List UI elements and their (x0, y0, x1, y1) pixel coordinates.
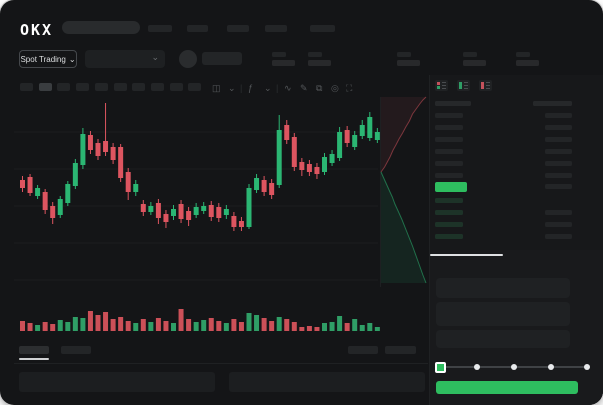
nav-item-placeholder[interactable] (148, 25, 172, 32)
orders-table-placeholder (229, 372, 425, 392)
ask-row-price-placeholder[interactable] (435, 173, 463, 178)
bottom-divider (14, 363, 428, 364)
timeframe-button[interactable] (20, 83, 33, 91)
ticker-stat-label-placeholder (397, 52, 411, 57)
order-input-field[interactable] (436, 330, 570, 348)
timeframe-button[interactable] (38, 83, 52, 91)
chevron-down-icon[interactable]: ⌄ (264, 83, 272, 93)
last-price-amount-placeholder (545, 184, 572, 189)
chevron-down-icon: ⌄ (68, 54, 76, 64)
bid-row-price-placeholder[interactable] (435, 222, 463, 227)
ask-row-price-placeholder[interactable] (435, 125, 463, 130)
orderbook-amount-header-placeholder (533, 101, 572, 106)
search-input[interactable] (62, 21, 140, 34)
ticker-stat-label-placeholder (516, 52, 530, 57)
panel-divider (429, 75, 430, 405)
nav-item-placeholder[interactable] (227, 25, 249, 32)
orders-table-placeholder (19, 372, 215, 392)
ticker-stat-value-placeholder (397, 60, 420, 66)
market-type-selector[interactable]: Spot Trading ⌄ (19, 50, 77, 68)
timeframe-button[interactable] (76, 83, 90, 91)
timeframe-button[interactable] (94, 83, 108, 91)
ticker-stat-value-placeholder (463, 60, 486, 66)
ask-row-amount-placeholder[interactable] (545, 125, 572, 130)
slider-stop-dot[interactable] (511, 364, 517, 370)
line-style-icon[interactable]: ∿ (284, 83, 292, 93)
bid-row-price-placeholder[interactable] (435, 210, 463, 215)
timeframe-button[interactable] (169, 83, 183, 91)
bid-row-amount-placeholder[interactable] (545, 210, 572, 215)
bottom-action[interactable] (385, 346, 416, 354)
bottom-active-tab-indicator (19, 358, 49, 360)
divider: | (276, 83, 279, 93)
okx-logo[interactable]: OKX (20, 21, 54, 39)
timeframe-button[interactable] (150, 83, 164, 91)
ticker-stat-label-placeholder (463, 52, 477, 57)
bottom-tab[interactable] (61, 346, 91, 354)
bid-row-amount-placeholder[interactable] (545, 222, 572, 227)
ticker-stat-value-placeholder (272, 60, 295, 66)
ask-row-price-placeholder[interactable] (435, 161, 463, 166)
ask-row-amount-placeholder[interactable] (545, 149, 572, 154)
nav-item-placeholder[interactable] (310, 25, 335, 32)
market-type-label: Spot Trading (20, 54, 66, 64)
settings-icon[interactable]: ◎ (331, 83, 339, 93)
active-tab-indicator (430, 254, 503, 256)
fullscreen-icon[interactable]: ⛶ (346, 83, 353, 93)
ask-row-amount-placeholder[interactable] (545, 161, 572, 166)
slider-handle[interactable] (435, 362, 446, 373)
combined-book-icon[interactable] (435, 80, 448, 91)
ask-row-amount-placeholder[interactable] (545, 113, 572, 118)
account-avatar[interactable] (179, 50, 197, 68)
bottom-tab-active[interactable] (19, 346, 49, 354)
slider-stop-dot[interactable] (548, 364, 554, 370)
order-form-background (429, 250, 603, 405)
ask-row-price-placeholder[interactable] (435, 137, 463, 142)
ask-row-price-placeholder[interactable] (435, 113, 463, 118)
ticker-stat-label-placeholder (272, 52, 286, 57)
nav-item-placeholder[interactable] (187, 25, 208, 32)
bid-row-amount-placeholder[interactable] (545, 234, 572, 239)
slider-stop-dot[interactable] (474, 364, 480, 370)
pair-selector-dropdown[interactable]: ⌄ (85, 50, 165, 68)
ask-row-amount-placeholder[interactable] (545, 173, 572, 178)
timeframe-button[interactable] (113, 83, 127, 91)
timeframe-button[interactable] (57, 83, 71, 91)
timeframe-button[interactable] (188, 83, 202, 91)
slider-stop-dot[interactable] (584, 364, 590, 370)
ticker-stat-value-placeholder (516, 60, 539, 66)
bids-book-icon[interactable] (457, 80, 470, 91)
divider: | (240, 83, 243, 93)
chevron-down-icon[interactable]: ⌄ (228, 83, 236, 93)
order-input-field[interactable] (436, 302, 570, 326)
indicators-icon[interactable]: ƒ (248, 83, 254, 93)
chart-type-icon[interactable]: ◫ (212, 83, 221, 93)
ticker-stat-label-placeholder (308, 52, 322, 57)
bid-row-price-placeholder[interactable] (435, 234, 463, 239)
last-price-badge[interactable] (435, 182, 467, 192)
ask-row-amount-placeholder[interactable] (545, 137, 572, 142)
bid-row-price-placeholder[interactable] (435, 198, 463, 203)
asks-book-icon[interactable] (479, 80, 492, 91)
buy-submit-button[interactable] (436, 381, 578, 394)
nav-item-placeholder[interactable] (265, 25, 287, 32)
chevron-down-icon: ⌄ (151, 52, 159, 62)
balance-placeholder (202, 52, 242, 65)
draw-tool-icon[interactable]: ✎ (300, 83, 308, 93)
ask-row-price-placeholder[interactable] (435, 149, 463, 154)
ticker-stat-value-placeholder (308, 60, 331, 66)
bottom-action[interactable] (348, 346, 378, 354)
screenshot-icon[interactable]: ⧉ (316, 83, 323, 93)
orderbook-price-header-placeholder (435, 101, 471, 106)
order-input-field[interactable] (436, 278, 570, 298)
timeframe-button[interactable] (132, 83, 146, 91)
